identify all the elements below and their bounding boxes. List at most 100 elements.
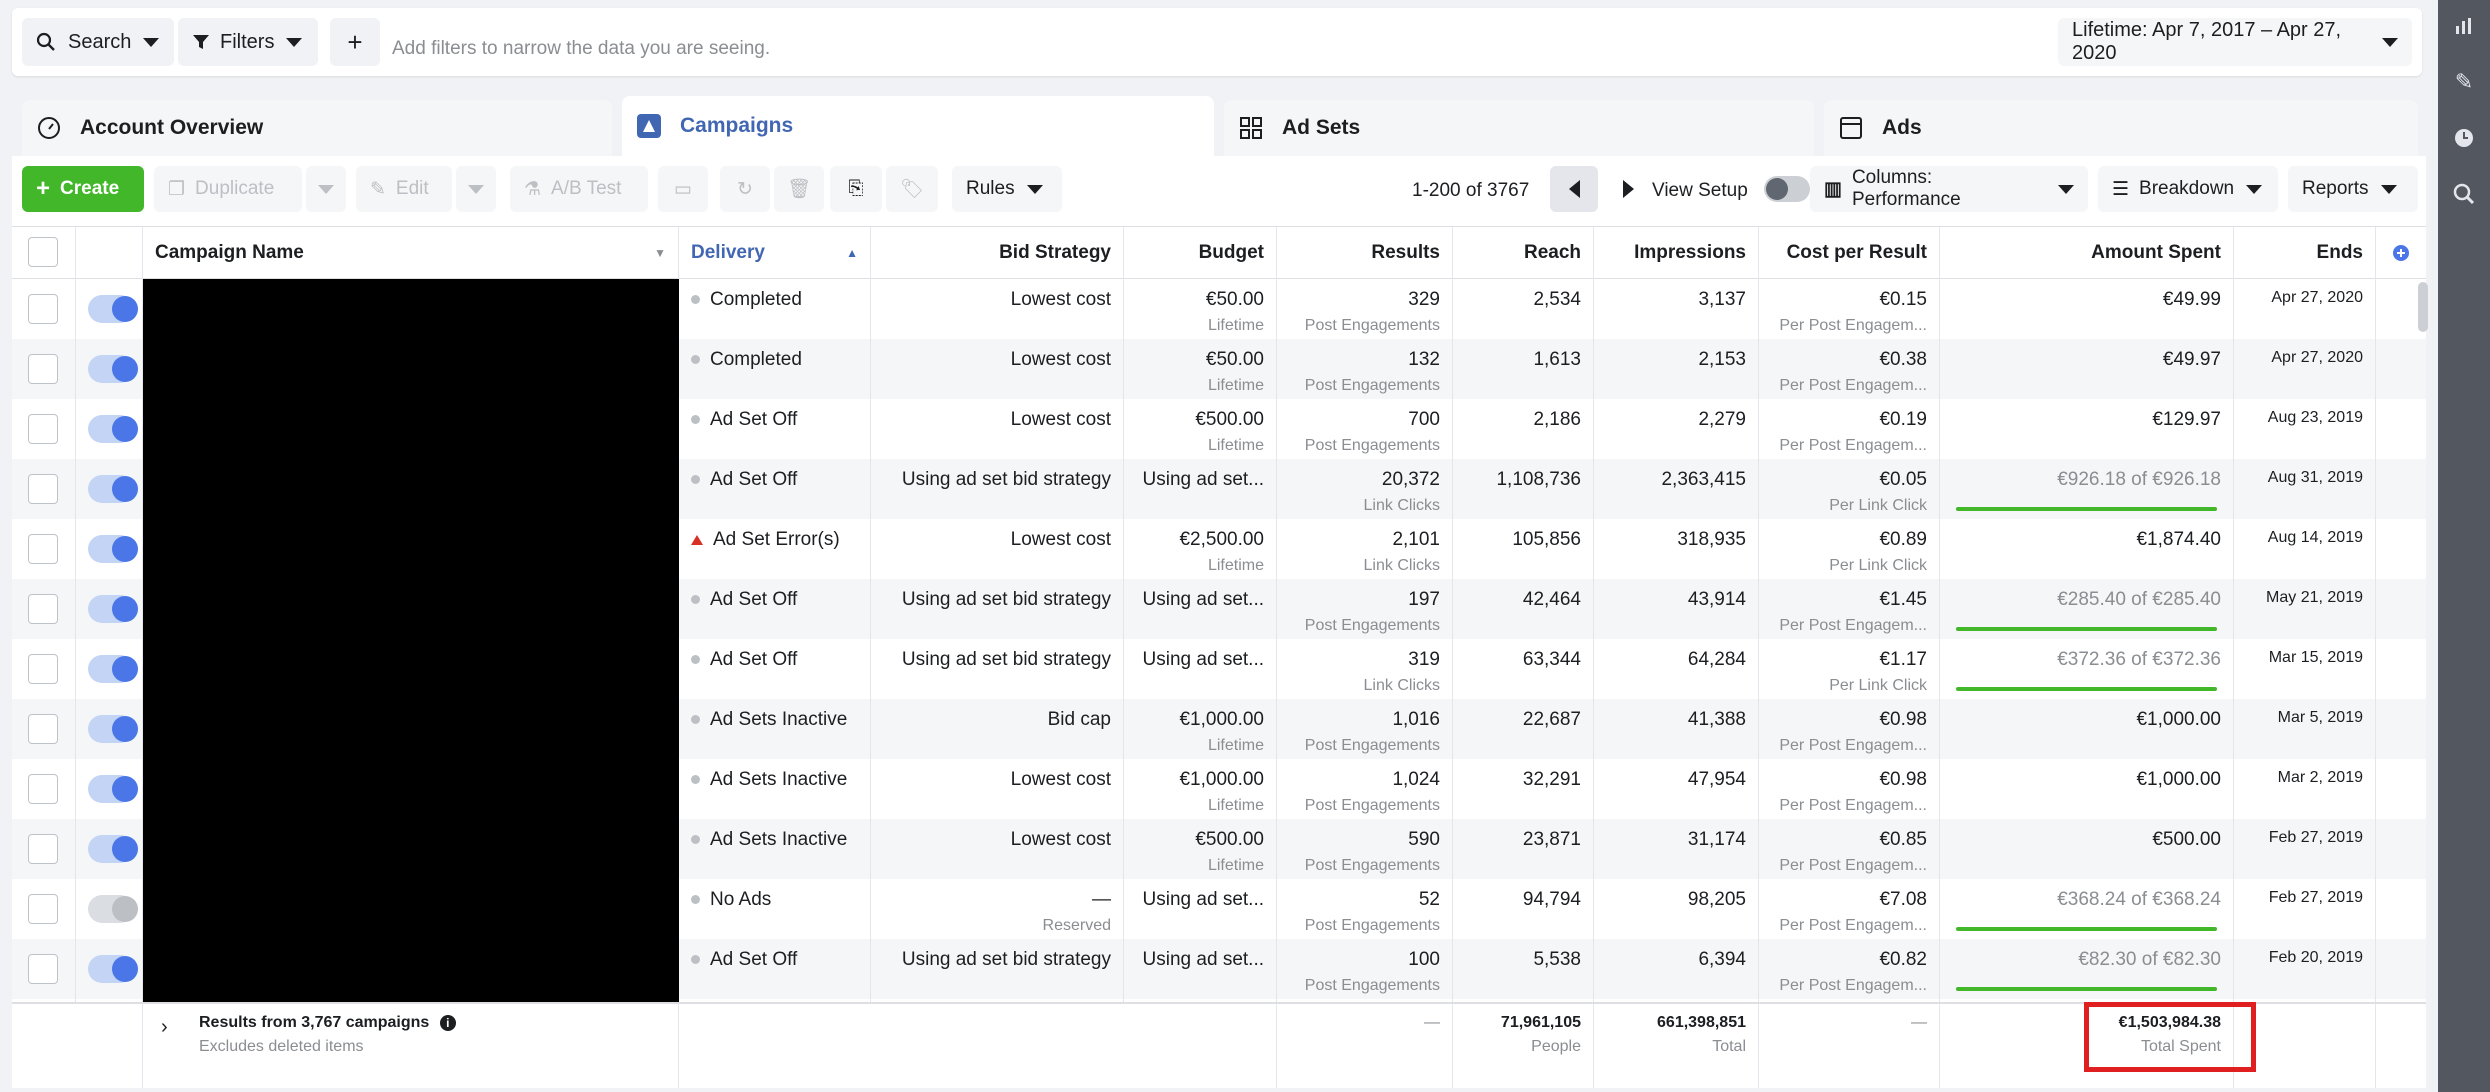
pencil-icon[interactable]: ✎: [2454, 69, 2474, 94]
campaign-toggle[interactable]: [88, 835, 138, 863]
campaign-toggle[interactable]: [88, 355, 138, 383]
filters-button[interactable]: Filters: [178, 18, 318, 66]
cell-delivery[interactable]: Ad Sets Inactive: [679, 759, 871, 819]
table-scrollbar[interactable]: [2418, 282, 2428, 332]
archive-button[interactable]: ▭: [658, 166, 708, 212]
bid-value: Lowest cost: [1010, 769, 1111, 790]
header-ends[interactable]: Ends: [2234, 227, 2376, 279]
edit-button[interactable]: ✎ Edit: [356, 166, 452, 212]
clock-icon[interactable]: [2438, 112, 2490, 164]
table-row[interactable]: No Ads — Reserved Using ad set... 52 Post Eng…: [12, 879, 2426, 939]
create-button[interactable]: + Create: [22, 166, 144, 212]
edit-menu-button[interactable]: [456, 166, 496, 212]
expand-icon[interactable]: ›: [161, 1016, 168, 1038]
campaign-toggle[interactable]: [88, 655, 138, 683]
row-toggle-cell: [76, 339, 143, 399]
header-results[interactable]: Results: [1277, 227, 1453, 279]
header-impressions[interactable]: Impressions: [1594, 227, 1759, 279]
add-column-button[interactable]: [2376, 227, 2426, 279]
header-amount-spent[interactable]: Amount Spent: [1940, 227, 2234, 279]
tab-ads[interactable]: Ads: [1824, 100, 2418, 156]
search-button[interactable]: Search: [22, 18, 174, 66]
row-checkbox[interactable]: [28, 474, 58, 504]
delivery-value: Ad Set Off: [710, 589, 798, 610]
chart-icon[interactable]: [2438, 0, 2490, 52]
header-bid-strategy[interactable]: Bid Strategy: [871, 227, 1124, 279]
duplicate-label: Duplicate: [195, 178, 275, 199]
row-checkbox[interactable]: [28, 414, 58, 444]
previous-page-button[interactable]: [1550, 166, 1598, 212]
refresh-button[interactable]: ↻: [720, 166, 770, 212]
campaign-toggle[interactable]: [88, 475, 138, 503]
campaign-toggle[interactable]: [88, 775, 138, 803]
table-row[interactable]: Ad Set Off Lowest cost €500.00 Lifetime 700 P…: [12, 399, 2426, 459]
cell-delivery[interactable]: Ad Sets Inactive: [679, 699, 871, 759]
tab-campaigns[interactable]: Campaigns: [622, 96, 1214, 156]
table-row[interactable]: Ad Sets Inactive Lowest cost €1,000.00 Life…: [12, 759, 2426, 819]
campaign-toggle[interactable]: [88, 535, 138, 563]
cell-delivery[interactable]: Completed: [679, 339, 871, 399]
cell-delivery[interactable]: Ad Set Error(s): [679, 519, 871, 579]
row-checkbox[interactable]: [28, 354, 58, 384]
row-checkbox[interactable]: [28, 774, 58, 804]
campaign-toggle[interactable]: [88, 955, 138, 983]
delete-button[interactable]: 🗑: [774, 166, 824, 212]
duplicate-menu-button[interactable]: [306, 166, 346, 212]
zoom-chart-icon[interactable]: [2438, 168, 2490, 220]
cell-delivery[interactable]: Completed: [679, 279, 871, 339]
cell-delivery[interactable]: Ad Set Off: [679, 459, 871, 519]
row-checkbox[interactable]: [28, 294, 58, 324]
cell-spent: €926.18 of €926.18: [1940, 459, 2234, 519]
cell-delivery[interactable]: Ad Set Off: [679, 999, 871, 1002]
view-setup-toggle[interactable]: [1764, 176, 1810, 202]
row-checkbox[interactable]: [28, 834, 58, 864]
cell-delivery[interactable]: No Ads: [679, 879, 871, 939]
columns-button[interactable]: ▥ Columns: Performance: [1810, 166, 2088, 212]
row-checkbox[interactable]: [28, 954, 58, 984]
campaign-toggle[interactable]: [88, 295, 138, 323]
rules-button[interactable]: Rules: [952, 166, 1062, 212]
info-icon[interactable]: i: [439, 1015, 456, 1031]
row-checkbox[interactable]: [28, 594, 58, 624]
campaign-toggle[interactable]: [88, 595, 138, 623]
campaign-toggle[interactable]: [88, 895, 138, 923]
header-campaign-name[interactable]: Campaign Name ▼: [143, 227, 679, 279]
preview-button[interactable]: ⎘: [830, 166, 882, 212]
breakdown-button[interactable]: ☰ Breakdown: [2098, 166, 2278, 212]
cell-reach: 105,856: [1453, 519, 1594, 579]
table-row[interactable]: Completed Lowest cost €50.00 Lifetime 329 Pos…: [12, 279, 2426, 339]
campaign-toggle[interactable]: [88, 415, 138, 443]
select-all-checkbox[interactable]: [28, 237, 58, 267]
cell-delivery[interactable]: Ad Set Off: [679, 939, 871, 999]
campaign-toggle[interactable]: [88, 715, 138, 743]
cell-delivery[interactable]: Ad Set Off: [679, 639, 871, 699]
cell-bid: — Reserved: [871, 879, 1124, 939]
cell-delivery[interactable]: Ad Set Off: [679, 579, 871, 639]
cpr-value: €1.17: [1879, 649, 1927, 670]
tab-ad-sets[interactable]: Ad Sets: [1224, 100, 1814, 156]
header-cost-per-result[interactable]: Cost per Result: [1759, 227, 1940, 279]
table-row[interactable]: Ad Set Error(s) Lowest cost €2,500.00 Lifet…: [12, 519, 2426, 579]
header-delivery[interactable]: Delivery ▲: [679, 227, 871, 279]
tab-account-overview[interactable]: Account Overview: [22, 100, 612, 156]
row-checkbox[interactable]: [28, 894, 58, 924]
cell-delivery[interactable]: Ad Set Off: [679, 399, 871, 459]
next-page-button[interactable]: [1604, 166, 1652, 212]
row-checkbox[interactable]: [28, 654, 58, 684]
header-budget[interactable]: Budget: [1124, 227, 1277, 279]
results-value: 1,024: [1392, 769, 1440, 790]
add-filter-button[interactable]: +: [330, 18, 380, 66]
cpr-value: €0.05: [1879, 469, 1927, 490]
duplicate-button[interactable]: ❐ Duplicate: [154, 166, 302, 212]
header-reach[interactable]: Reach: [1453, 227, 1594, 279]
row-checkbox[interactable]: [28, 534, 58, 564]
cell-delivery[interactable]: Ad Sets Inactive: [679, 819, 871, 879]
row-checkbox[interactable]: [28, 714, 58, 744]
reports-button[interactable]: Reports: [2288, 166, 2418, 212]
cell-impressions: 2,279: [1594, 399, 1759, 459]
date-range-picker[interactable]: Lifetime: Apr 7, 2017 – Apr 27, 2020: [2058, 18, 2412, 66]
ab-test-button[interactable]: ⚗ A/B Test: [510, 166, 648, 212]
tag-button[interactable]: 🏷: [886, 166, 938, 212]
